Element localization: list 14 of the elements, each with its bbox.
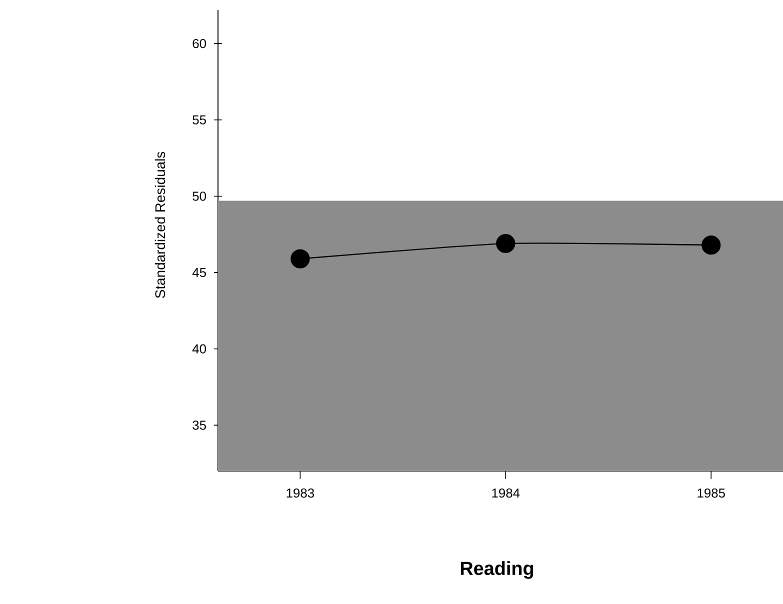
y-tick-label: 55 [192, 115, 206, 124]
y-tick-label: 45 [192, 268, 206, 278]
x-axis-title: Reading [460, 561, 534, 579]
point [496, 234, 516, 254]
y-tick-label: 35 [192, 420, 206, 430]
point [290, 249, 310, 268]
y-axis-title: Standardized Residuals [154, 152, 166, 298]
x-tick-label: 1984 [492, 488, 520, 498]
x-tick-label: 1983 [286, 488, 314, 498]
point [702, 236, 721, 255]
y-tick-label: 60 [192, 38, 206, 48]
y-tick-label: 50 [192, 192, 206, 201]
y-tick-label: 40 [192, 344, 206, 354]
x-tick-label: 1985 [698, 488, 725, 498]
